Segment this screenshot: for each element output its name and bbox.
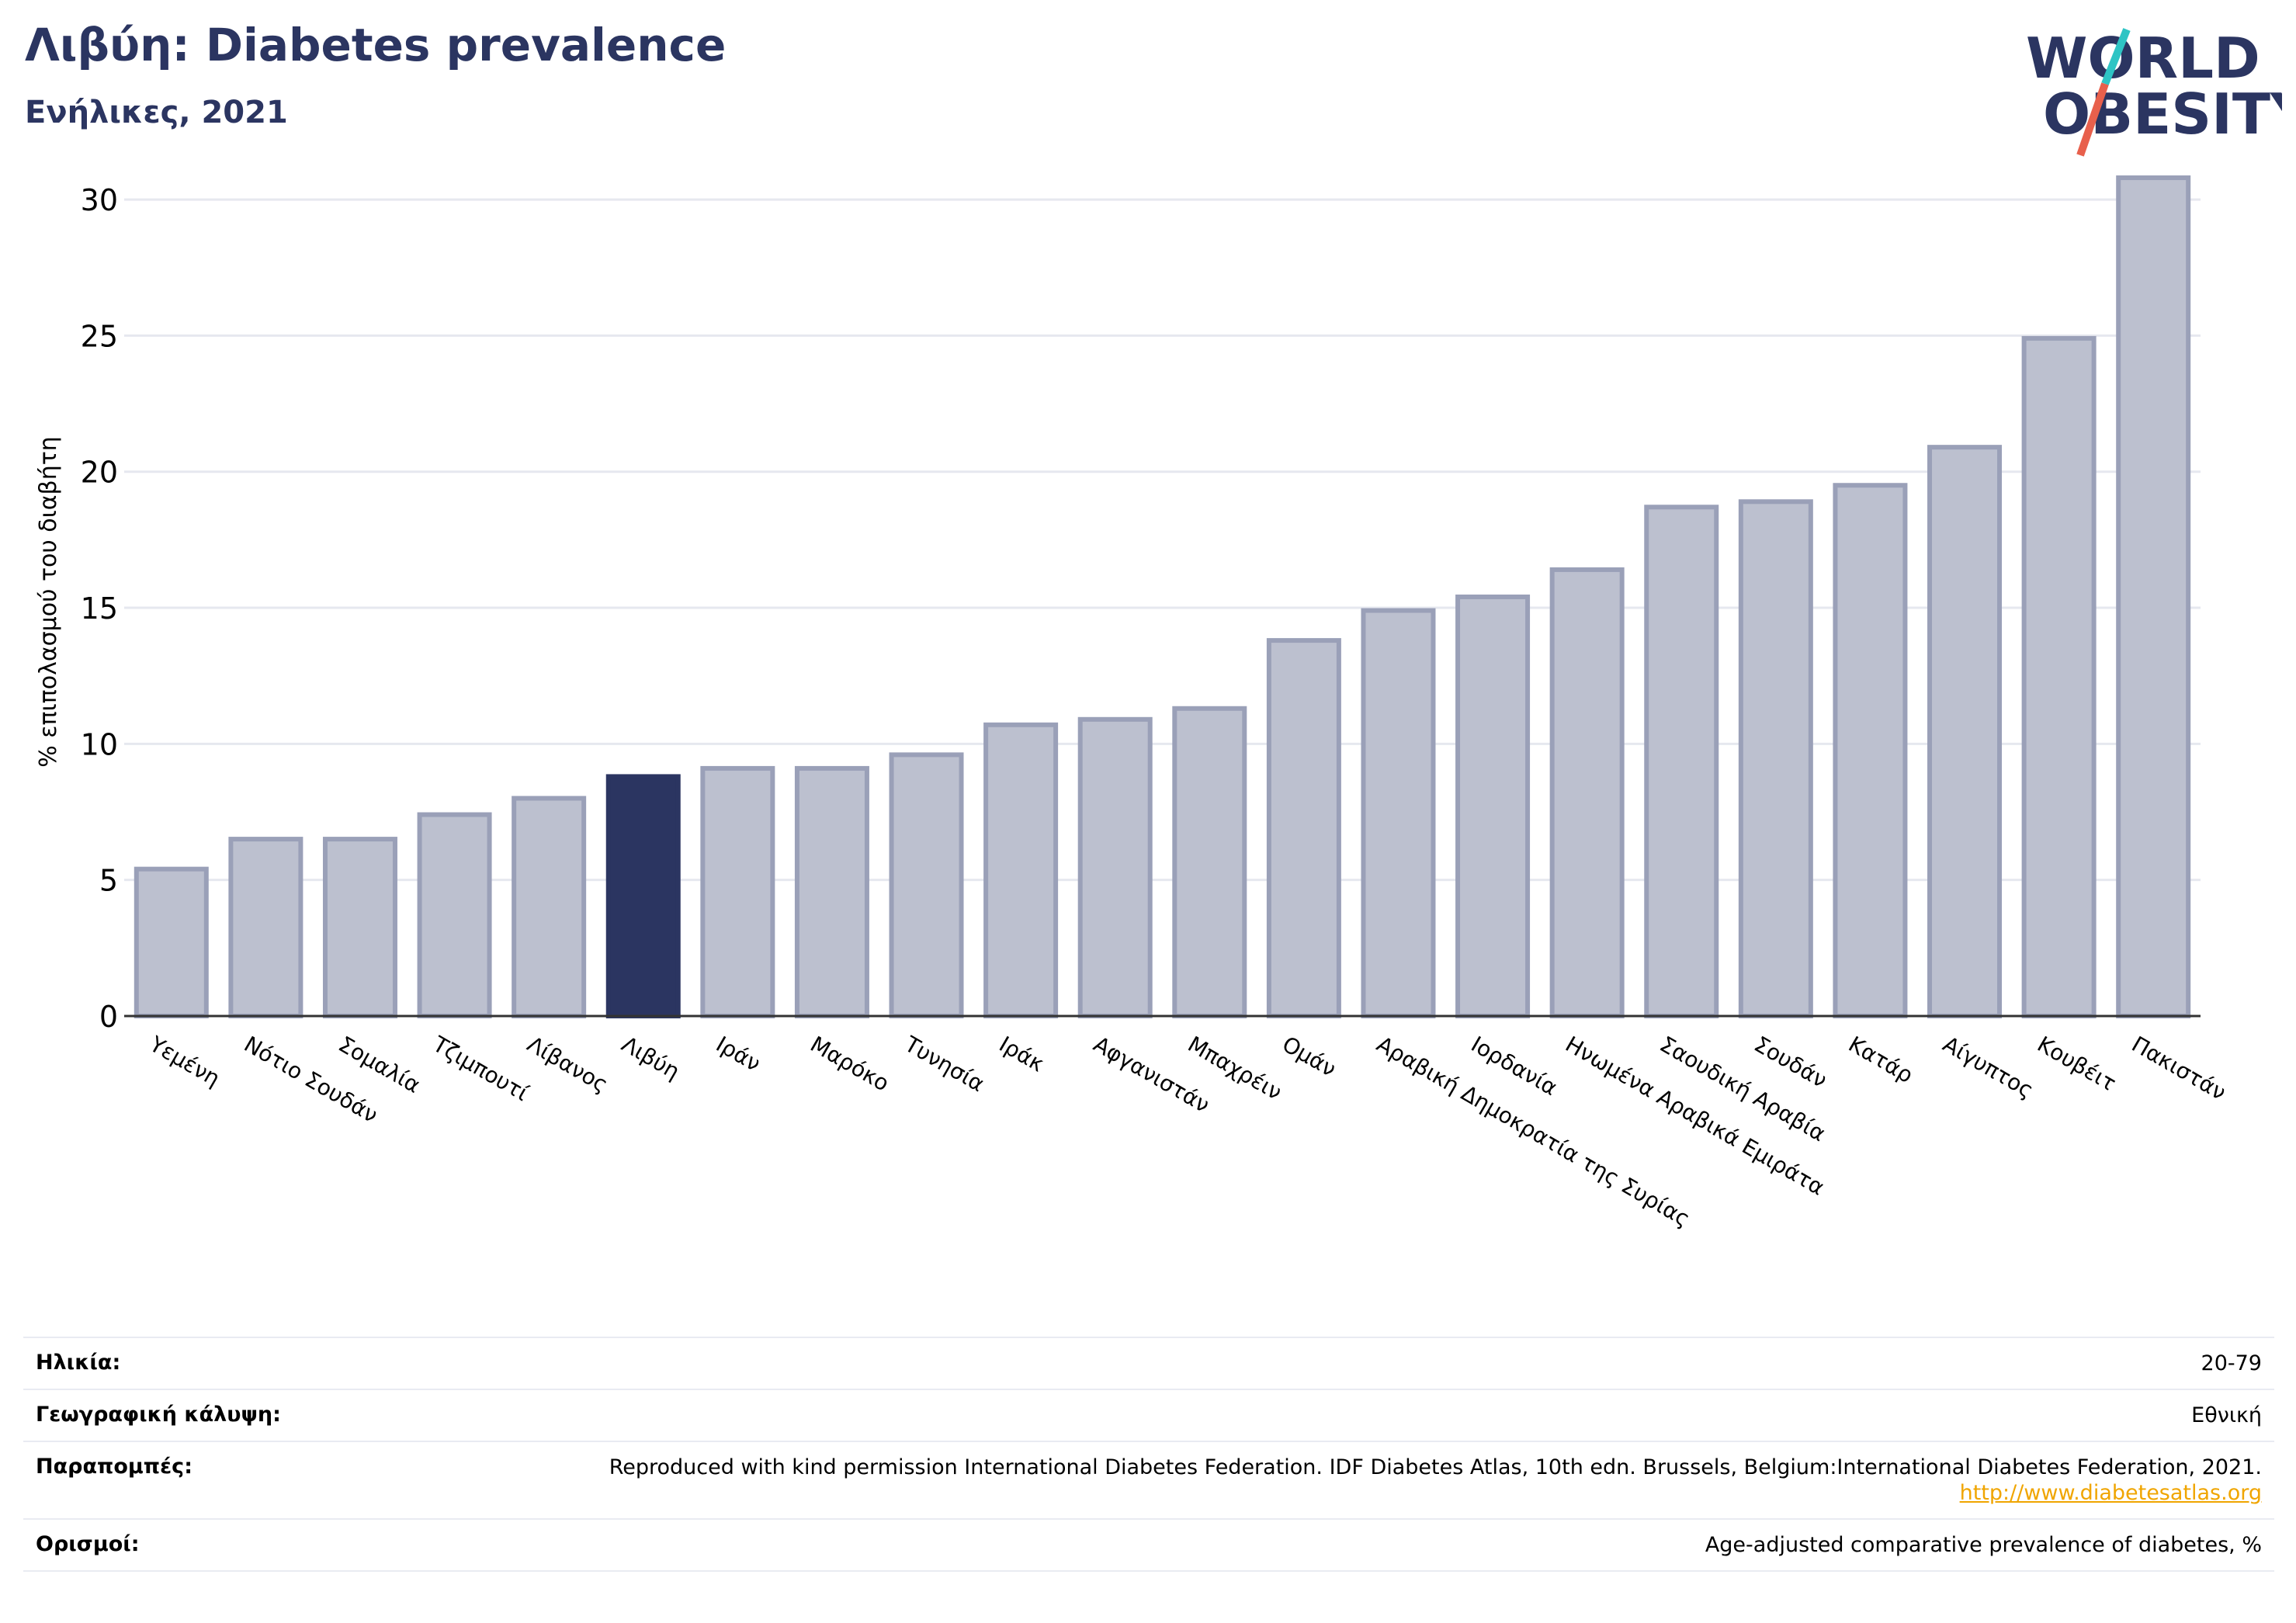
x-tick-label: Ομάν bbox=[1278, 1031, 1340, 1082]
info-row-age: Ηλικία: 20-79 bbox=[23, 1337, 2274, 1390]
logo-line-world: WORLD bbox=[2026, 26, 2260, 91]
bar bbox=[983, 722, 1059, 1018]
info-row-references: Παραπομπές: Reproduced with kind permiss… bbox=[23, 1441, 2274, 1520]
info-table: Ηλικία: 20-79 Γεωγραφική κάλυψη: Εθνική … bbox=[23, 1337, 2274, 1572]
logo-slash-top bbox=[2101, 28, 2131, 85]
bar bbox=[1455, 595, 1531, 1018]
chart-subtitle: Ενήλικες, 2021 bbox=[25, 95, 288, 130]
info-row-coverage: Γεωγραφική κάλυψη: Εθνική bbox=[23, 1389, 2274, 1442]
info-value-references: Reproduced with kind permission Internat… bbox=[514, 1441, 2274, 1520]
bar bbox=[1927, 445, 2003, 1018]
bar bbox=[1644, 505, 1719, 1018]
y-tick-label: 25 bbox=[81, 319, 118, 353]
x-tick-label: Ιράκ bbox=[995, 1031, 1049, 1077]
bar bbox=[605, 774, 681, 1018]
bar bbox=[889, 752, 964, 1018]
x-tick-label: Λίβανος bbox=[523, 1031, 612, 1098]
x-tick-label: Μαρόκο bbox=[806, 1031, 893, 1096]
bar-chart: 0 5 10 15 20 25 30 % επιπολασμού του διαβήτη Υεμ… bbox=[35, 175, 2231, 1232]
info-row-definitions: Ορισμοί: Age-adjusted comparative preval… bbox=[23, 1518, 2274, 1572]
info-value-definitions: Age-adjusted comparative prevalence of d… bbox=[514, 1518, 2274, 1572]
x-tick-label: Πακιστάν bbox=[2128, 1031, 2231, 1105]
references-text: Reproduced with kind permission Internat… bbox=[609, 1455, 2262, 1479]
bar bbox=[1833, 483, 1908, 1018]
bar bbox=[2021, 335, 2097, 1018]
info-label-age: Ηλικία: bbox=[23, 1337, 514, 1390]
bar bbox=[1077, 716, 1153, 1018]
x-tick-label: Υεμένη bbox=[144, 1031, 224, 1091]
y-tick-label: 0 bbox=[99, 1000, 118, 1034]
y-tick-label: 30 bbox=[81, 183, 118, 217]
y-tick-label: 20 bbox=[81, 456, 118, 490]
bar bbox=[134, 866, 209, 1018]
x-tick-label: Σουδάν bbox=[1750, 1031, 1831, 1093]
x-tick-label: Τυνησία bbox=[900, 1031, 989, 1097]
x-tick-label: Κατάρ bbox=[1844, 1031, 1917, 1088]
info-label-definitions: Ορισμοί: bbox=[23, 1518, 514, 1572]
bar bbox=[1361, 608, 1436, 1018]
bar bbox=[228, 837, 303, 1019]
logo-slash-bottom bbox=[2076, 82, 2109, 157]
x-tick-label: Αραβική Δημοκρατία της Συρίας bbox=[1372, 1031, 1694, 1232]
chart-title: Λιβύη: Diabetes prevalence bbox=[25, 19, 727, 71]
y-tick-label: 10 bbox=[81, 727, 118, 761]
bar bbox=[794, 765, 869, 1018]
bar bbox=[322, 837, 397, 1019]
x-tick-label: Λιβύη bbox=[617, 1031, 684, 1084]
x-tick-label: Τζιμπουτί bbox=[428, 1031, 533, 1106]
bar bbox=[1738, 499, 1813, 1018]
info-label-references: Παραπομπές: bbox=[23, 1441, 514, 1520]
info-label-coverage: Γεωγραφική κάλυψη: bbox=[23, 1389, 514, 1442]
info-value-coverage: Εθνική bbox=[514, 1389, 2274, 1442]
y-tick-label: 15 bbox=[81, 591, 118, 626]
bar bbox=[700, 765, 775, 1018]
bar bbox=[2116, 175, 2191, 1018]
y-axis-label: % επιπολασμού του διαβήτη bbox=[35, 436, 62, 768]
bar bbox=[1549, 567, 1625, 1018]
references-link[interactable]: http://www.diabetesatlas.org bbox=[1959, 1481, 2262, 1505]
x-tick-label: Κουβέιτ bbox=[2033, 1031, 2121, 1096]
info-value-age: 20-79 bbox=[514, 1337, 2274, 1390]
bar bbox=[1266, 638, 1341, 1018]
world-obesity-logo: WORLD OBESITY bbox=[2026, 26, 2282, 157]
x-tick-label: Ιράν bbox=[712, 1031, 765, 1077]
y-tick-label: 5 bbox=[99, 864, 118, 898]
logo-line-obesity: OBESITY bbox=[2043, 81, 2282, 147]
bar bbox=[1172, 706, 1247, 1019]
bar bbox=[417, 812, 492, 1018]
bar bbox=[512, 796, 587, 1019]
x-tick-label: Αίγυπτος bbox=[1939, 1031, 2038, 1103]
